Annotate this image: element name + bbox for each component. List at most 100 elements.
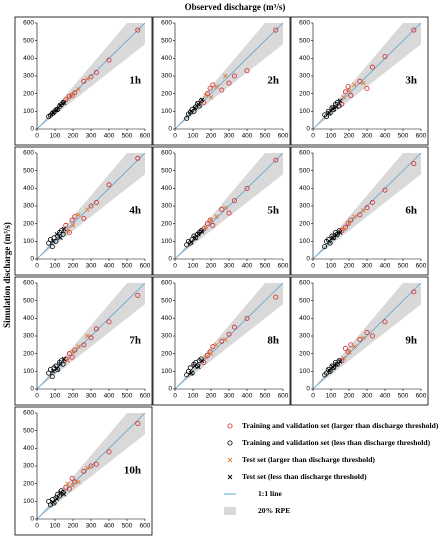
y-tick-label: 600 [23,150,34,157]
x-tick-label: 500 [398,133,409,140]
circle-marker [93,199,99,205]
x-marker [352,82,357,88]
circle-marker [227,423,233,429]
y-tick-label: 600 [161,280,172,287]
x-marker [54,231,60,237]
circle-marker [322,244,328,250]
x-tick-label: 500 [122,523,133,530]
x-tick-label: 400 [242,133,253,140]
x-tick-label: 100 [326,393,337,400]
x-marker [214,342,219,348]
x-marker [227,457,233,463]
circle-marker [227,440,233,446]
x-marker [337,98,343,104]
x-marker [70,483,76,488]
x-tick-label: 600 [416,133,427,140]
x-marker [65,358,70,364]
x-marker [346,220,352,226]
one-to-one-line [37,153,145,259]
y-tick-label: 400 [161,315,172,322]
x-tick-label: 400 [380,133,391,140]
x-tick-label: 300 [86,523,97,530]
x-marker [65,228,70,234]
x-marker [330,106,336,112]
x-marker [361,208,366,213]
x-tick-label: 300 [224,263,235,270]
x-tick-label: 400 [242,393,253,400]
x-marker [192,363,198,369]
plot-area [313,153,421,259]
y-tick-label: 200 [299,90,310,97]
panel-label: 6h [405,205,417,217]
x-tick-label: 0 [35,523,39,530]
y-tick-label: 400 [299,55,310,62]
y-tick-label: 300 [23,333,34,340]
x-marker [337,230,343,235]
x-tick-label: 400 [104,393,115,400]
circle-marker [63,97,69,103]
circle-marker [382,319,388,325]
y-tick-label: 500 [23,37,34,44]
x-tick-label: 200 [68,523,79,530]
circle-marker [66,486,72,492]
y-tick-label: 200 [23,480,34,487]
circle-marker [106,449,112,455]
y-tick-label: 0 [30,256,34,263]
x-marker [58,490,63,495]
x-marker [50,239,56,244]
circle-marker [273,157,279,163]
x-tick-label: 300 [362,393,373,400]
x-tick-label: 600 [140,133,151,140]
circle-marker [244,185,250,191]
panel-label: 9h [405,335,417,347]
x-marker [199,97,205,103]
x-marker [58,235,63,241]
y-tick-label: 300 [299,203,310,210]
y-tick-label: 300 [23,203,34,210]
x-marker [85,207,90,212]
panel-label: 5h [267,205,279,217]
x-tick-label: 0 [173,393,177,400]
x-marker [58,361,63,367]
x-tick-label: 600 [416,393,427,400]
x-tick-label: 300 [224,393,235,400]
y-tick-label: 300 [23,463,34,470]
panel-frame [290,16,429,146]
y-tick-label: 500 [299,37,310,44]
x-tick-label: 500 [260,263,271,270]
x-marker [192,235,198,241]
x-tick-label: 500 [260,393,271,400]
y-tick-label: 300 [299,73,310,80]
y-tick-label: 400 [23,55,34,62]
y-tick-label: 0 [306,386,310,393]
y-tick-label: 200 [161,350,172,357]
x-marker [330,235,336,241]
circle-marker [331,235,337,241]
circle-marker [69,354,75,360]
circle-marker [106,182,112,188]
y-tick-label: 300 [299,333,310,340]
y-tick-label: 300 [161,203,172,210]
x-tick-label: 400 [242,263,253,270]
circle-marker [364,205,370,211]
x-marker [326,239,332,244]
x-tick-label: 100 [326,263,337,270]
panel-frame [152,276,291,406]
circle-marker [369,199,375,205]
x-marker [223,205,228,211]
plot-area [175,153,283,259]
circle-marker [231,324,237,330]
plot-area [313,23,421,129]
x-tick-label: 0 [311,133,315,140]
y-tick-label: 600 [299,150,310,157]
x-marker [341,355,346,361]
legend-label: Test set (less than discharge threshold) [242,472,367,481]
circle-marker [49,244,55,250]
circle-marker [348,92,354,98]
x-marker [196,364,201,370]
x-tick-label: 300 [224,133,235,140]
y-tick-label: 0 [30,126,34,133]
y-tick-label: 100 [23,238,34,245]
circle-marker [184,115,190,121]
